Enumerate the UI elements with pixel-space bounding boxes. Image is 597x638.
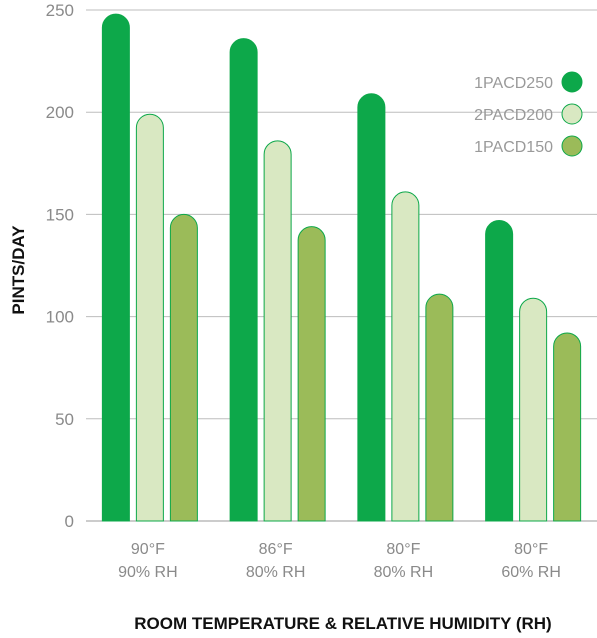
legend-label-1PACD250: 1PACD250	[474, 75, 553, 92]
y-tick-label-150: 150	[46, 205, 74, 224]
y-tick-label-50: 50	[55, 410, 74, 429]
y-axis-title: PINTS/DAY	[9, 225, 28, 315]
bar-1PACD250-0	[101, 13, 130, 522]
legend-label-1PACD150: 1PACD150	[474, 139, 553, 156]
bar-2PACD200-0	[135, 113, 164, 522]
bar-2PACD200-3	[519, 297, 548, 522]
x-tick-label-1-1: 80% RH	[246, 564, 306, 581]
x-tick-label-2-1: 80% RH	[374, 564, 434, 581]
x-tick-label-0-1: 90% RH	[118, 564, 178, 581]
bar-1PACD150-1	[297, 226, 326, 522]
bar-1PACD150-3	[553, 332, 582, 522]
legend: 1PACD250 2PACD200 1PACD150	[474, 71, 583, 157]
x-tick-label-3-1: 60% RH	[501, 564, 561, 581]
bar-1PACD250-2	[357, 93, 386, 522]
x-axis-ticks: 90°F 90% RH 86°F 80% RH 80°F 80% RH 80°F 60% RH	[118, 541, 561, 581]
legend-swatch-1PACD150	[561, 135, 583, 157]
bar-2PACD200-1	[263, 140, 292, 522]
x-tick-label-1-0: 86°F	[259, 541, 293, 558]
x-tick-label-2-0: 80°F	[386, 541, 420, 558]
y-tick-label-100: 100	[46, 308, 74, 327]
legend-swatch-1PACD250	[561, 71, 583, 93]
x-tick-label-3-0: 80°F	[514, 541, 548, 558]
legend-swatch-2PACD200	[561, 103, 583, 125]
legend-label-2PACD200: 2PACD200	[474, 107, 553, 124]
bars	[101, 13, 582, 522]
x-tick-label-0-0: 90°F	[131, 541, 165, 558]
bar-1PACD150-2	[425, 293, 454, 522]
y-axis-ticks: 0 50 100 150 200 250	[46, 1, 74, 531]
bar-2PACD200-2	[391, 191, 420, 522]
y-tick-label-250: 250	[46, 1, 74, 20]
x-axis-title: ROOM TEMPERATURE & RELATIVE HUMIDITY (RH…	[134, 614, 551, 633]
y-tick-label-0: 0	[65, 512, 74, 531]
bar-1PACD250-1	[229, 38, 258, 522]
y-tick-label-200: 200	[46, 103, 74, 122]
bar-1PACD150-0	[169, 213, 198, 522]
bar-1PACD250-3	[485, 220, 514, 522]
